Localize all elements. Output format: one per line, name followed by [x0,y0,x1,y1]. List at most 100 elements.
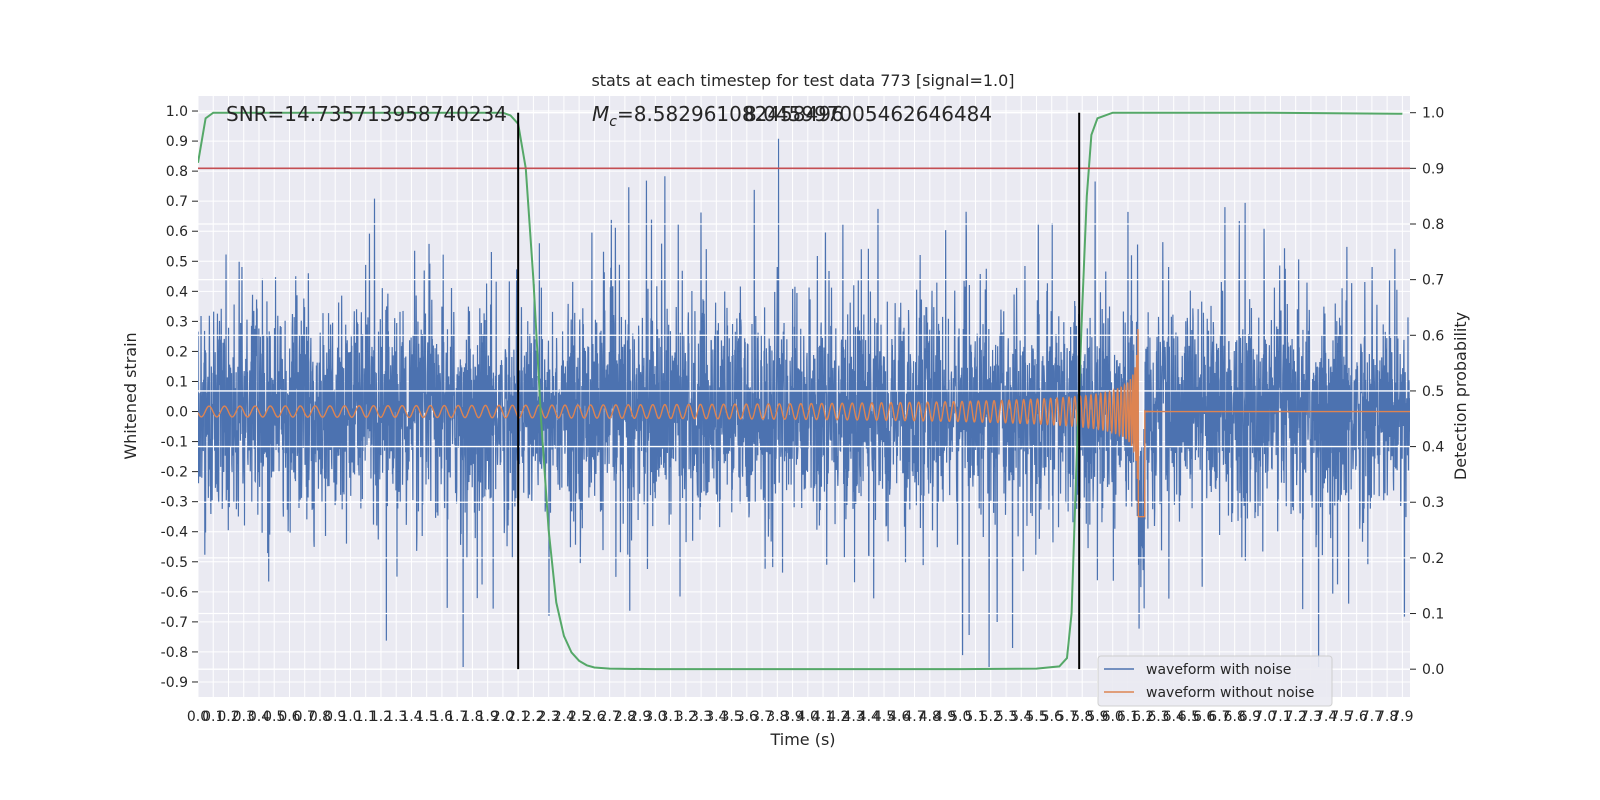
x-tick-label: 3.3 [690,709,712,725]
y-tick-label: 0.0 [166,405,188,421]
x-tick-label: 1.1 [355,709,377,725]
y-tick-label: -0.3 [161,495,188,511]
mc-symbol: M [592,102,609,126]
legend-box [1097,655,1333,707]
x-tick-label: 6.6 [1193,709,1215,725]
x-tick-label: 5.9 [1086,709,1108,725]
y2-tick-label: 0.2 [1422,551,1444,567]
y-tick-label: 0.4 [166,284,188,300]
y-tick-label: -0.9 [161,675,188,691]
x-tick-label: 2.0 [492,709,514,725]
y-tick-label: 0.3 [166,314,188,330]
x-tick-label: 0.1 [202,709,224,725]
x-tick-label: 3.7 [751,709,773,725]
x-tick-label: 1.5 [416,709,438,725]
x-tick-label: 3.1 [659,709,681,725]
legend-label-clean: waveform without noise [1146,685,1314,701]
y-tick-label: -0.8 [161,645,188,661]
mc-annotation: Mc=8.582961082458496 [592,102,844,130]
x-tick-label: 4.8 [919,709,941,725]
x-tick-label: 7.2 [1285,709,1307,725]
x-tick-label: 6.8 [1224,709,1246,725]
x-tick-label: 5.3 [995,709,1017,725]
x-tick-label: 4.2 [827,709,849,725]
x-tick-label: 6.5 [1178,709,1200,725]
y-tick-label: 0.9 [166,134,188,150]
x-tick-label: 1.9 [477,709,499,725]
x-tick-label: 0.7 [294,709,316,725]
snr-annotation: SNR=14.735713958740234 [226,102,507,126]
y-tick-label: 0.5 [166,254,188,270]
mc-subscript: c [609,114,617,130]
grid-overlay [198,112,1410,670]
x-tick-label: 7.8 [1376,709,1398,725]
y2-tick-label: 1.0 [1422,106,1444,122]
x-tick-label: 3.8 [766,709,788,725]
mc-annotation-overlap: 8.045997005462646484 [744,102,992,126]
x-tick-label: 1.6 [431,709,453,725]
y2-axis-ticks: 1.0 0.9 0.8 0.7 0.6 0.5 0.4 0.3 0.2 0.1 0.0 [1410,106,1444,678]
x-tick-label: 0.5 [263,709,285,725]
x-tick-label: 4.9 [934,709,956,725]
x-tick-label: 5.8 [1071,709,1093,725]
x-tick-label: 6.3 [1147,709,1169,725]
x-tick-label: 4.3 [842,709,864,725]
x-tick-label: 4.0 [797,709,819,725]
vertical-markers [517,112,1081,670]
y2-axis-label: Detection probability [1451,312,1470,480]
x-tick-label: 7.6 [1346,709,1368,725]
x-tick-label: 0.6 [278,709,300,725]
x-tick-label: 2.4 [553,709,575,725]
y-axis-label: Whitened strain [121,332,140,459]
x-tick-label: 7.1 [1269,709,1291,725]
y-tick-label: 0.1 [166,374,188,390]
plot-area [198,111,1410,671]
x-tick-label: 2.1 [507,709,529,725]
y2-tick-label: 0.0 [1422,662,1444,678]
x-axis-label: Time (s) [769,730,835,749]
x-tick-label: 7.7 [1361,709,1383,725]
series-waveform-without-noise [198,328,1410,518]
y2-tick-label: 0.3 [1422,495,1444,511]
y-tick-label: -0.7 [161,615,188,631]
series-waveform-with-noise [198,138,1410,667]
x-tick-label: 7.4 [1315,709,1337,725]
x-tick-label: 4.1 [812,709,834,725]
x-tick-label: 4.6 [888,709,910,725]
y2-tick-label: 0.6 [1422,328,1444,344]
x-tick-label: 2.9 [629,709,651,725]
x-tick-label: 5.1 [964,709,986,725]
x-tick-label: 3.4 [705,709,727,725]
x-tick-label: 5.6 [1041,709,1063,725]
x-tick-label: 6.4 [1163,709,1185,725]
x-tick-label: 2.5 [568,709,590,725]
y2-tick-label: 0.8 [1422,217,1444,233]
x-tick-label: 5.0 [949,709,971,725]
x-tick-label: 6.7 [1208,709,1230,725]
y2-tick-label: 0.4 [1422,440,1444,456]
y2-tick-label: 0.1 [1422,607,1444,623]
x-tick-label: 7.9 [1391,709,1413,725]
y2-tick-label: 0.7 [1422,273,1444,289]
y-tick-label: 0.2 [166,344,188,360]
x-tick-label: 6.0 [1102,709,1124,725]
x-tick-label: 1.4 [400,709,422,725]
x-tick-label: 2.6 [583,709,605,725]
y-tick-label: -0.1 [161,435,188,451]
x-tick-label: 1.8 [461,709,483,725]
x-tick-label: 2.2 [522,709,544,725]
y2-tick-label: 0.9 [1422,161,1444,177]
x-tick-label: 3.5 [720,709,742,725]
mc-value: =8.582961082458496 [617,102,844,126]
chirp-line [198,328,1410,518]
y-tick-label: 0.6 [166,224,188,240]
x-tick-label: 5.4 [1010,709,1032,725]
y-tick-label: -0.4 [161,525,188,541]
y-tick-label: 1.0 [166,104,188,120]
x-tick-label: 5.7 [1056,709,1078,725]
x-tick-label: 0.0 [187,709,209,725]
x-tick-label: 6.2 [1132,709,1154,725]
legend: waveform with noise waveform without noi… [1097,655,1333,707]
x-tick-label: 4.5 [873,709,895,725]
x-tick-label: 0.2 [217,709,239,725]
